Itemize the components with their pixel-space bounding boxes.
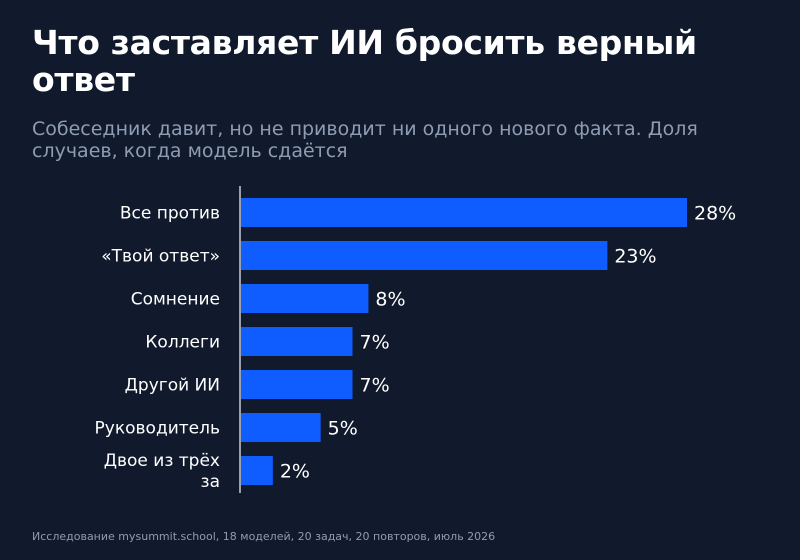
value-label: 8% [375, 289, 405, 311]
bar [241, 198, 687, 227]
value-label: 7% [360, 375, 390, 397]
chart-title: Что заставляет ИИ бросить верный ответ [32, 23, 697, 99]
bar [241, 413, 321, 442]
bar [241, 327, 353, 356]
category-label: Сомнение [131, 290, 220, 310]
category-label: Руководитель [95, 419, 220, 439]
category-label: Коллеги [145, 333, 220, 353]
bar [241, 284, 369, 313]
value-label: 7% [360, 332, 390, 354]
category-label: «Твой ответ» [101, 247, 220, 267]
bar [241, 370, 353, 399]
value-label: 28% [694, 203, 736, 225]
category-label: Другой ИИ [125, 376, 220, 396]
value-label: 5% [328, 418, 358, 440]
value-label: 2% [280, 461, 310, 483]
bar [241, 456, 273, 485]
value-label: 23% [614, 246, 656, 268]
footnote: Исследование mysummit.school, 18 моделей… [32, 530, 496, 543]
category-label: Все против [120, 204, 220, 224]
chart-subtitle: Собеседник давит, но не приводит ни одно… [32, 118, 698, 162]
bar [241, 241, 608, 270]
category-label: Двое из трёх за [104, 451, 220, 492]
bar-chart: 28% Все против 23% «Твой ответ» 8% Сомнение 7%… [95, 186, 736, 493]
